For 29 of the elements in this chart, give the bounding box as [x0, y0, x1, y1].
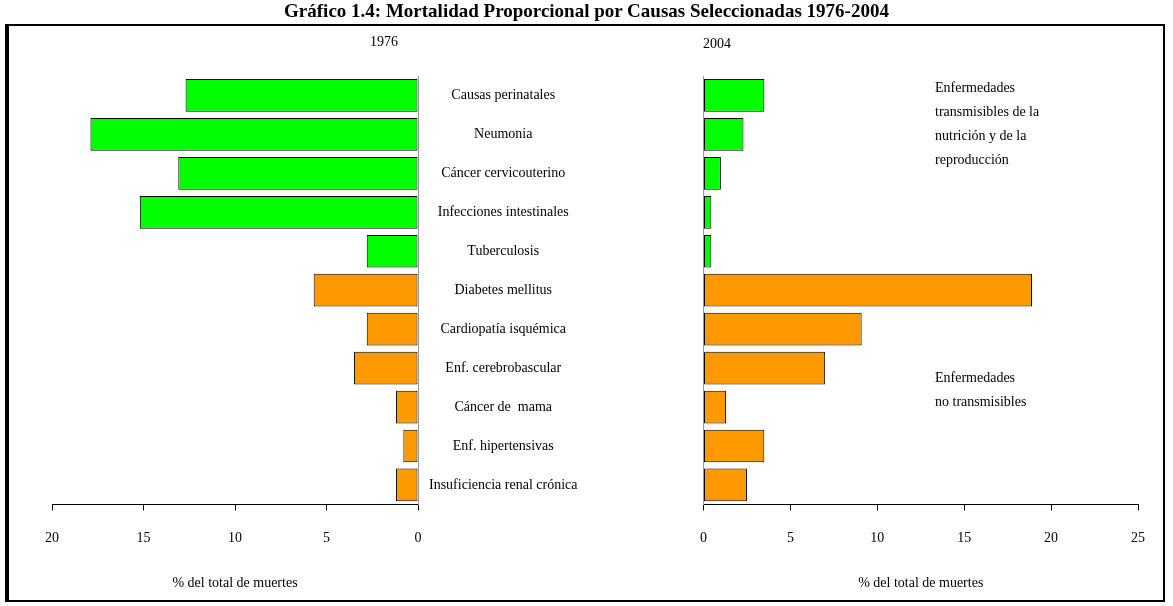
y-tick-label: Cáncer de mama: [454, 398, 553, 414]
x-tick-label: 10: [870, 530, 885, 546]
y-tick-label: Infecciones intestinales: [437, 203, 569, 219]
x-tick-label: 0: [700, 530, 707, 546]
y-tick-label: Cáncer cervicouterino: [441, 165, 566, 181]
text: Gráfico 1.4: Mortalidad Proporcional por Causas Seleccionadas 1976-2004: [283, 0, 890, 22]
x-tick-label: 0: [414, 530, 422, 546]
annotation: Enfermedades transmisibles de la nutrición y de la reproducción: [935, 79, 1040, 169]
x-tick-label: 5: [786, 530, 794, 546]
annotation: Enfermedades no transmisibles: [935, 369, 1027, 411]
x-axis-title: % del total de muertes: [172, 575, 298, 591]
chart-title: 2004: [703, 36, 731, 52]
x-tick-label: 20: [1044, 530, 1059, 546]
y-tick-label: Insuficiencia renal crónica: [428, 476, 579, 492]
x-tick-label: 20: [45, 530, 59, 546]
x-axis-title: % del total de muertes: [858, 575, 984, 591]
x-tick-label: 15: [136, 530, 151, 546]
y-tick-label: Enf. hipertensivas: [452, 437, 554, 453]
y-tick-label: Diabetes mellitus: [454, 281, 553, 297]
y-tick-label: Cardiopatía isquémica: [440, 320, 567, 336]
x-tick-label: 25: [1131, 530, 1145, 546]
x-tick-label: 15: [957, 530, 972, 546]
x-tick-label: 10: [228, 530, 242, 546]
y-tick-label: Enf. cerebrobascular: [445, 359, 562, 375]
y-tick-label: Tuberculosis: [467, 242, 540, 258]
x-tick-label: 5: [323, 530, 330, 546]
y-tick-label: Causas perinatales: [451, 87, 556, 103]
y-tick-label: Neumonia: [474, 126, 534, 142]
chart-subtitle: 1976: [370, 34, 398, 50]
